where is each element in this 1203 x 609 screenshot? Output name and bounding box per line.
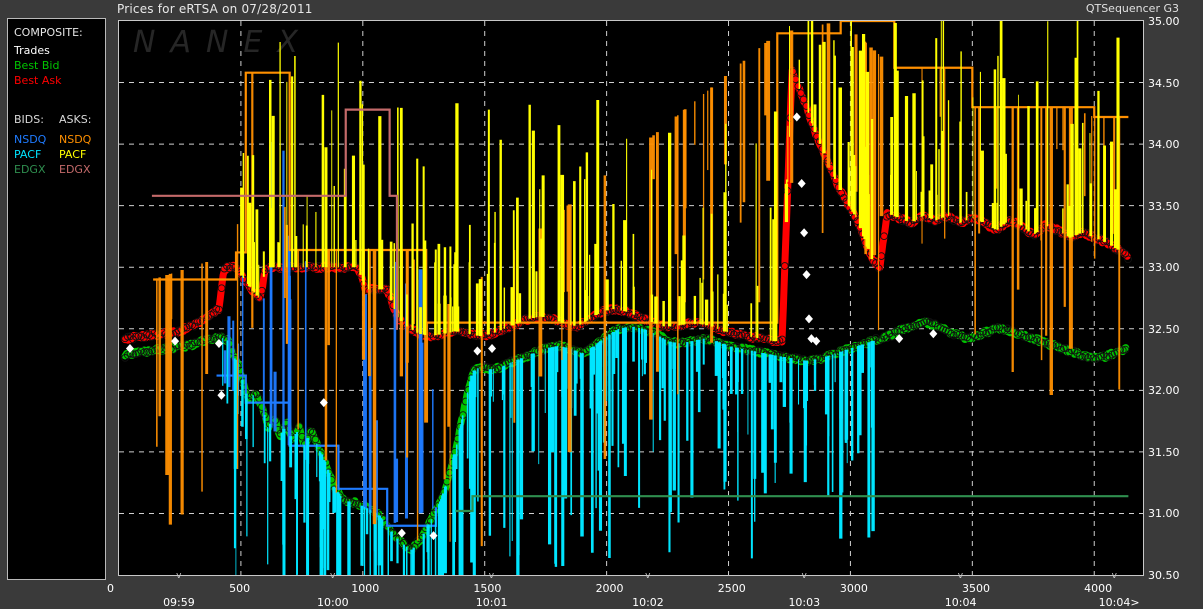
price-axis: 35.00 34.50 34.00 33.50 33.00 32.50 32.00 31.50… [1148, 15, 1203, 582]
series-pacf-ask [242, 21, 1118, 341]
price-tick-label: 31.00 [1148, 507, 1180, 521]
chart-title: Prices for eRTSA on 07/28/2011 [117, 2, 313, 16]
time-marker-icon: v [645, 571, 651, 581]
legend-item-trades[interactable]: Trades [14, 44, 50, 57]
time-tick-label: 1500 [473, 582, 502, 595]
clock-time-label: 10:00 [316, 596, 349, 609]
price-tick-label: 31.50 [1148, 445, 1180, 459]
time-axis: 0 500 1000 1500 2000 2500 3000 3500 4000 09:59 v 10… [107, 571, 1144, 609]
legend-bid-pacf[interactable]: PACF [14, 148, 42, 161]
chart-plot-area[interactable]: NANEX [118, 20, 1144, 576]
series-nsdq-ask [153, 21, 1128, 546]
trade-marker [895, 334, 904, 344]
trade-marker [792, 112, 801, 122]
trade-marker [804, 314, 813, 324]
price-tick-label: 34.50 [1148, 76, 1180, 90]
legend-item-best-bid[interactable]: Best Bid [14, 59, 60, 72]
time-tick-label: 4000 [1084, 582, 1113, 595]
trade-marker [802, 270, 811, 280]
trade-marker [797, 179, 806, 189]
legend-ask-nsdq[interactable]: NSDQ [59, 133, 92, 146]
time-marker-icon: v [1111, 571, 1117, 581]
legend-bid-edgx[interactable]: EDGX [14, 163, 46, 176]
chart-svg [119, 21, 1143, 575]
clock-time-label: 10:04> [1098, 596, 1140, 609]
price-tick-label: 34.00 [1148, 138, 1180, 152]
time-marker-icon: v [176, 571, 182, 581]
price-tick-label: 33.00 [1148, 261, 1180, 275]
clock-time-label: 10:02 [632, 596, 664, 609]
price-tick-label: 35.00 [1148, 15, 1180, 28]
trade-marker [800, 228, 809, 238]
price-tick-label: 32.50 [1148, 322, 1180, 336]
series-edgx-bid [455, 496, 1128, 511]
legend-asks-header: ASKS: [59, 113, 92, 126]
time-marker-icon: v [801, 571, 807, 581]
legend-ask-pacf[interactable]: PACF [59, 148, 87, 161]
time-tick-label: 1000 [351, 582, 380, 595]
legend-composite-header: COMPOSITE: [14, 26, 83, 39]
time-tick-label: 2500 [717, 582, 746, 595]
price-tick-label: 32.00 [1148, 384, 1180, 398]
clock-time-label: 10:01 [475, 596, 508, 609]
time-marker-icon: v [957, 571, 964, 581]
clock-time-label: 10:04 [944, 596, 977, 609]
legend-bid-nsdq[interactable]: NSDQ [14, 133, 47, 146]
trade-marker [812, 336, 821, 346]
series-trades [125, 112, 938, 541]
trade-marker [929, 329, 938, 339]
time-marker-icon: v [329, 571, 336, 581]
clock-time-label: 10:03 [788, 596, 821, 609]
trade-marker [473, 346, 482, 356]
legend-item-best-ask[interactable]: Best Ask [14, 74, 62, 87]
trade-marker [488, 343, 497, 353]
trade-marker [319, 398, 328, 408]
time-tick-label: 2000 [595, 582, 624, 595]
time-tick-label: 3500 [962, 582, 990, 595]
price-tick-label: 30.50 [1148, 569, 1180, 582]
title-bar: Prices for eRTSA on 07/28/2011 QTSequenc… [0, 0, 1203, 18]
legend-ask-edgx[interactable]: EDGX [59, 163, 91, 176]
time-tick-label: 500 [229, 582, 251, 595]
chart-canvas[interactable]: NANEX [118, 20, 1144, 576]
trade-marker [217, 390, 226, 400]
trade-marker [429, 531, 438, 541]
series-edgx-ask [152, 110, 398, 329]
time-tick-label: 0 [107, 582, 114, 595]
legend-panel: COMPOSITE: Trades Best Bid Best Ask BIDS… [7, 18, 106, 580]
clock-time-label: 09:59 [163, 596, 195, 609]
price-tick-label: 33.50 [1148, 199, 1180, 213]
legend-bids-header: BIDS: [14, 113, 44, 126]
app-name-label: QTSequencer G3 [1085, 2, 1179, 15]
time-tick-label: 3000 [839, 582, 868, 595]
gridlines [119, 21, 1143, 575]
trade-marker [171, 336, 180, 346]
time-marker-icon: v [488, 571, 495, 581]
trade-marker [214, 339, 223, 349]
trade-marker [397, 528, 406, 538]
